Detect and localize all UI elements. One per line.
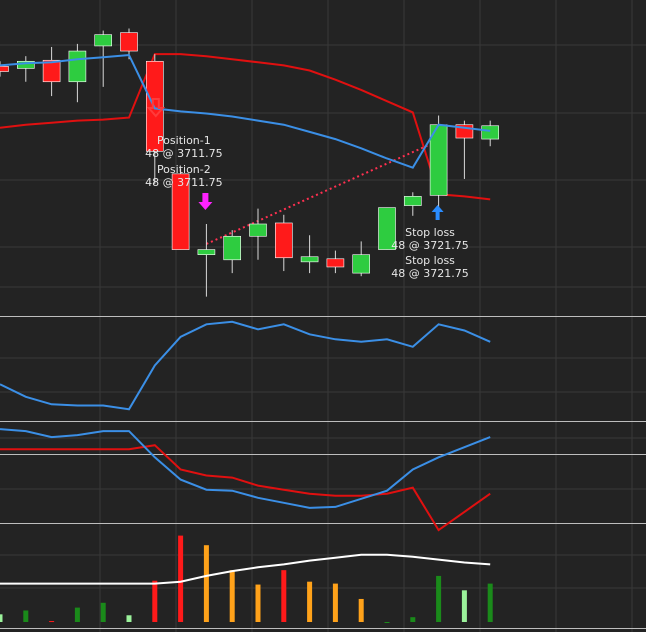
candle-body (378, 207, 396, 250)
volume-bar (178, 535, 184, 622)
position-2-detail: 48 @ 3711.75 (145, 176, 223, 189)
stop-loss-arrow-icon (431, 205, 444, 220)
volume-bar (436, 575, 442, 622)
volume-bar (229, 570, 235, 622)
volume-bar (332, 583, 338, 622)
candle-body (249, 223, 267, 237)
volume-average-line (0, 553, 491, 585)
volume-bar (487, 583, 493, 622)
sell-arrow-icon (146, 98, 166, 118)
stop-loss-2-detail: 48 @ 3721.75 (391, 267, 469, 280)
volume-bar (126, 615, 132, 622)
volume-bar (307, 581, 313, 622)
panel-separators (0, 316, 646, 629)
stop-loss-1-label: Stop loss (405, 226, 455, 239)
candle-body (274, 222, 293, 259)
stop-loss-2-label: Stop loss (405, 254, 455, 267)
moving-average-blue-line (0, 54, 491, 169)
position-1-detail: 48 @ 3711.75 (145, 147, 223, 160)
oscillator-line (0, 320, 491, 411)
candle-body (197, 249, 216, 255)
candle-body (403, 196, 422, 206)
crossover-red-line (0, 444, 491, 532)
position-1-annotation: Position-1 48 @ 3711.75 (145, 134, 222, 160)
volume-bar (461, 590, 467, 622)
volume-bar (281, 570, 287, 622)
candle-body (171, 173, 190, 250)
entry-arrow-icon (198, 193, 213, 210)
candle-body (0, 66, 9, 72)
candle-body (352, 254, 371, 274)
candle-body (120, 32, 138, 52)
trade-connector-line (205, 139, 440, 245)
candle-body (326, 258, 345, 268)
volume-bar (255, 584, 261, 622)
volume-bar (203, 545, 209, 622)
position-1-label: Position-1 (156, 134, 211, 147)
trade-markers (146, 98, 444, 220)
candle-body (300, 256, 319, 263)
volume-bar (0, 614, 3, 622)
volume-bar (100, 602, 106, 622)
volume-bar (74, 607, 80, 622)
candle-body (42, 59, 61, 83)
position-2-annotation: Position-2 48 @ 3711.75 (145, 163, 222, 189)
candle-body (68, 50, 87, 83)
candle-body (223, 235, 241, 261)
volume-bar (152, 580, 158, 622)
position-2-label: Position-2 (156, 163, 211, 176)
volume-bar (49, 621, 55, 623)
candle-body (481, 125, 500, 140)
volume-bar (358, 598, 364, 622)
volume-bar (384, 622, 390, 623)
stop-loss-1-detail: 48 @ 3721.75 (391, 239, 469, 252)
crossover-blue-line (0, 428, 491, 509)
volume-bar (410, 617, 416, 622)
volume-bar (23, 610, 29, 622)
candle-body (94, 34, 112, 47)
stop-loss-2-annotation: Stop loss 48 @ 3721.75 (391, 254, 468, 280)
upper-band-red-line (0, 53, 491, 201)
candlesticks (0, 28, 500, 297)
volume-bars (0, 535, 493, 623)
stop-loss-1-annotation: Stop loss 48 @ 3721.75 (391, 226, 468, 252)
